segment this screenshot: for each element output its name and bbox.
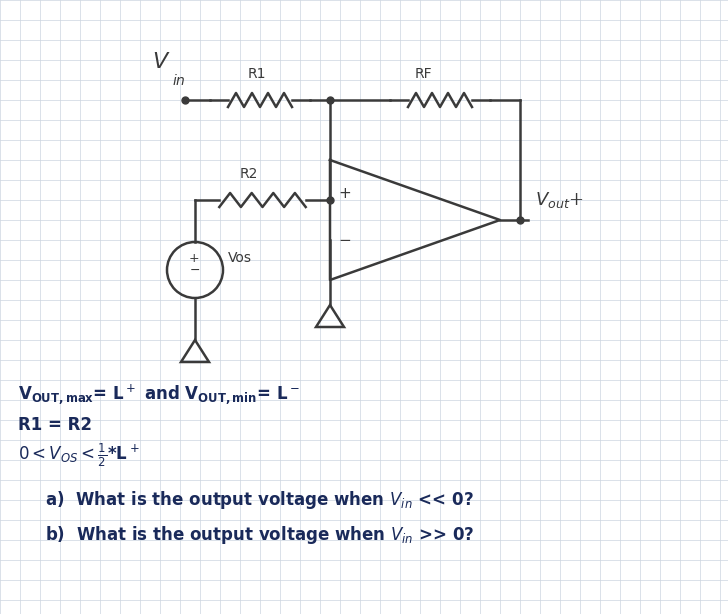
Text: −: − (338, 233, 351, 248)
Text: $\mathit{V}$: $\mathit{V}$ (152, 51, 170, 73)
Text: b)  What is the output voltage when $V_{in}$ >> 0?: b) What is the output voltage when $V_{i… (45, 524, 475, 546)
Text: $0 < V_{OS}< \frac{1}{2}$*L$^+$: $0 < V_{OS}< \frac{1}{2}$*L$^+$ (18, 441, 140, 469)
Text: +: + (189, 252, 199, 265)
Text: R1: R1 (248, 67, 266, 81)
Text: −: − (190, 264, 200, 277)
Text: +: + (338, 186, 351, 201)
Text: $\mathit{V}_{out}$+: $\mathit{V}_{out}$+ (535, 190, 584, 210)
Text: Vos: Vos (228, 251, 252, 265)
Text: $\mathbf{V_{OUT,max}}$= L$^+$ and $\mathbf{V_{OUT,min}}$= L$^-$: $\mathbf{V_{OUT,max}}$= L$^+$ and $\math… (18, 383, 300, 407)
Text: R1 = R2: R1 = R2 (18, 416, 92, 434)
Text: RF: RF (415, 67, 432, 81)
Text: $\mathit{in}$: $\mathit{in}$ (172, 73, 186, 88)
Text: a)  What is the output voltage when $V_{in}$ << 0?: a) What is the output voltage when $V_{i… (45, 489, 474, 511)
Text: R2: R2 (240, 167, 258, 181)
